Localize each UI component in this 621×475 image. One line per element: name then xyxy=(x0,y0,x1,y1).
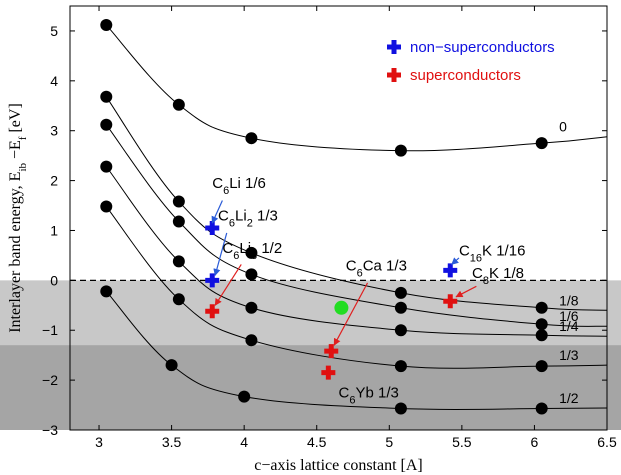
green-dot xyxy=(334,300,349,315)
data-dot-14 xyxy=(535,318,548,331)
x-tick-label-3: 4.5 xyxy=(307,434,327,450)
data-dot-1 xyxy=(172,98,185,111)
x-tick-label-0: 3 xyxy=(95,434,103,450)
superconductor-marker-0 xyxy=(205,304,220,319)
data-dot-27 xyxy=(238,390,251,403)
curve-label-1: 1/8 xyxy=(559,292,579,308)
y-axis-label-unit: [eV] xyxy=(7,103,24,136)
x-tick-label-1: 3.5 xyxy=(162,434,182,450)
annotation-arrow-5 xyxy=(455,285,477,298)
y-tick-label-2: 3 xyxy=(50,123,58,139)
data-dot-19 xyxy=(535,329,548,342)
data-dot-17 xyxy=(245,301,258,314)
data-dot-12 xyxy=(245,268,258,281)
data-dot-9 xyxy=(535,301,548,314)
y-axis-label-sub1: ib xyxy=(17,162,29,171)
x-tick-label-5: 5.5 xyxy=(452,434,472,450)
svg-text:Interlayer band energy, Eib −E: Interlayer band energy, Eib −Ef [eV] xyxy=(7,103,29,333)
annotation-arrow-1 xyxy=(213,232,228,277)
data-dot-7 xyxy=(245,246,258,259)
y-axis-label: Interlayer band energy, Eib −Ef [eV] xyxy=(7,103,29,333)
curve-label-2: 1/6 xyxy=(559,308,579,324)
data-dot-23 xyxy=(394,360,407,373)
material-annotations: C6Li 1/6 C6Li2 1/3 C6Li3 1/2 C6Ca 1/3 C16K 1… xyxy=(211,175,525,407)
y-tick-label-0: 5 xyxy=(50,23,58,39)
material-markers xyxy=(205,220,458,380)
annotation-label-1: C6Li2 1/3 xyxy=(218,207,278,229)
superconductor-marker-2 xyxy=(321,365,336,380)
annotation-arrow-2 xyxy=(214,264,242,306)
annotation-label-6: C6Yb 1/3 xyxy=(339,385,399,407)
data-dot-3 xyxy=(394,144,407,157)
curve-label-5: 1/2 xyxy=(559,390,579,406)
data-dot-0 xyxy=(100,18,113,31)
y-tick-label-5: 0 xyxy=(50,272,58,288)
data-dot-25 xyxy=(100,285,113,298)
data-dot-26 xyxy=(165,359,178,372)
data-dot-15 xyxy=(100,160,113,173)
data-dot-4 xyxy=(535,137,548,150)
legend-label-1: superconductors xyxy=(410,67,521,84)
data-dot-20 xyxy=(100,200,113,213)
superconductor-marker-3 xyxy=(443,294,458,309)
shaded-region-1 xyxy=(0,345,621,430)
data-dot-6 xyxy=(172,195,185,208)
data-dot-18 xyxy=(394,324,407,337)
legend-marker-1 xyxy=(387,68,401,82)
data-dot-29 xyxy=(535,402,548,415)
data-dot-8 xyxy=(394,286,407,299)
annotation-arrow-0 xyxy=(211,200,223,224)
annotation-label-3: C6Ca 1/3 xyxy=(346,257,407,279)
data-dot-2 xyxy=(245,132,258,145)
data-dot-10 xyxy=(100,118,113,131)
legend-label-0: non−superconductors xyxy=(410,39,555,56)
data-dot-5 xyxy=(100,90,113,103)
superconductor-marker-1 xyxy=(324,344,339,359)
curve-label-4: 1/3 xyxy=(559,347,579,363)
x-tick-label-6: 6 xyxy=(531,434,539,450)
legend-marker-0 xyxy=(387,40,401,54)
annotation-label-2: C6Li3 1/2 xyxy=(222,240,282,262)
y-tick-label-7: −2 xyxy=(42,372,58,388)
x-tick-label-4: 5 xyxy=(385,434,393,450)
plot-axes: 3 3.5 4 4.5 5 5.5 6 6.5 5 4 3 2 1 0 −1 −2 −3 xyxy=(42,5,617,450)
annotation-label-4: C16K 1/16 xyxy=(459,242,525,264)
curve-label-3: 1/4 xyxy=(559,318,579,334)
data-dot-24 xyxy=(535,360,548,373)
curve-label-0: 0 xyxy=(559,119,567,135)
non-superconductor-marker-2 xyxy=(443,263,458,278)
annotation-arrow-3 xyxy=(333,282,369,346)
annotation-label-0: C6Li 1/6 xyxy=(212,175,266,197)
y-tick-label-8: −3 xyxy=(42,422,58,438)
non-superconductor-marker-1 xyxy=(205,273,220,288)
shaded-regions xyxy=(0,280,621,430)
data-dots xyxy=(100,18,548,415)
y-axis-label-sub2: f xyxy=(17,136,29,140)
annotation-label-5: C8K 1/8 xyxy=(472,265,524,287)
data-dot-13 xyxy=(394,301,407,314)
plot-frame xyxy=(69,5,608,431)
data-dot-28 xyxy=(394,402,407,415)
data-dot-16 xyxy=(172,255,185,268)
data-dot-11 xyxy=(172,215,185,228)
data-dot-22 xyxy=(245,334,258,347)
y-axis-label-mid: −E xyxy=(7,140,24,163)
annotation-arrow-4 xyxy=(451,257,460,265)
x-axis-label: c−axis lattice constant [A] xyxy=(254,457,423,474)
x-tick-label-7: 6.5 xyxy=(597,434,617,450)
y-axis-label-main: Interlayer band energy, E xyxy=(7,172,24,333)
y-tick-label-4: 1 xyxy=(50,222,58,238)
legend: non−superconductors superconductors xyxy=(387,39,555,84)
y-tick-label-6: −1 xyxy=(42,322,58,338)
x-tick-label-2: 4 xyxy=(240,434,248,450)
y-tick-label-1: 4 xyxy=(50,73,58,89)
data-dot-21 xyxy=(172,293,185,306)
y-tick-label-3: 2 xyxy=(50,173,58,189)
